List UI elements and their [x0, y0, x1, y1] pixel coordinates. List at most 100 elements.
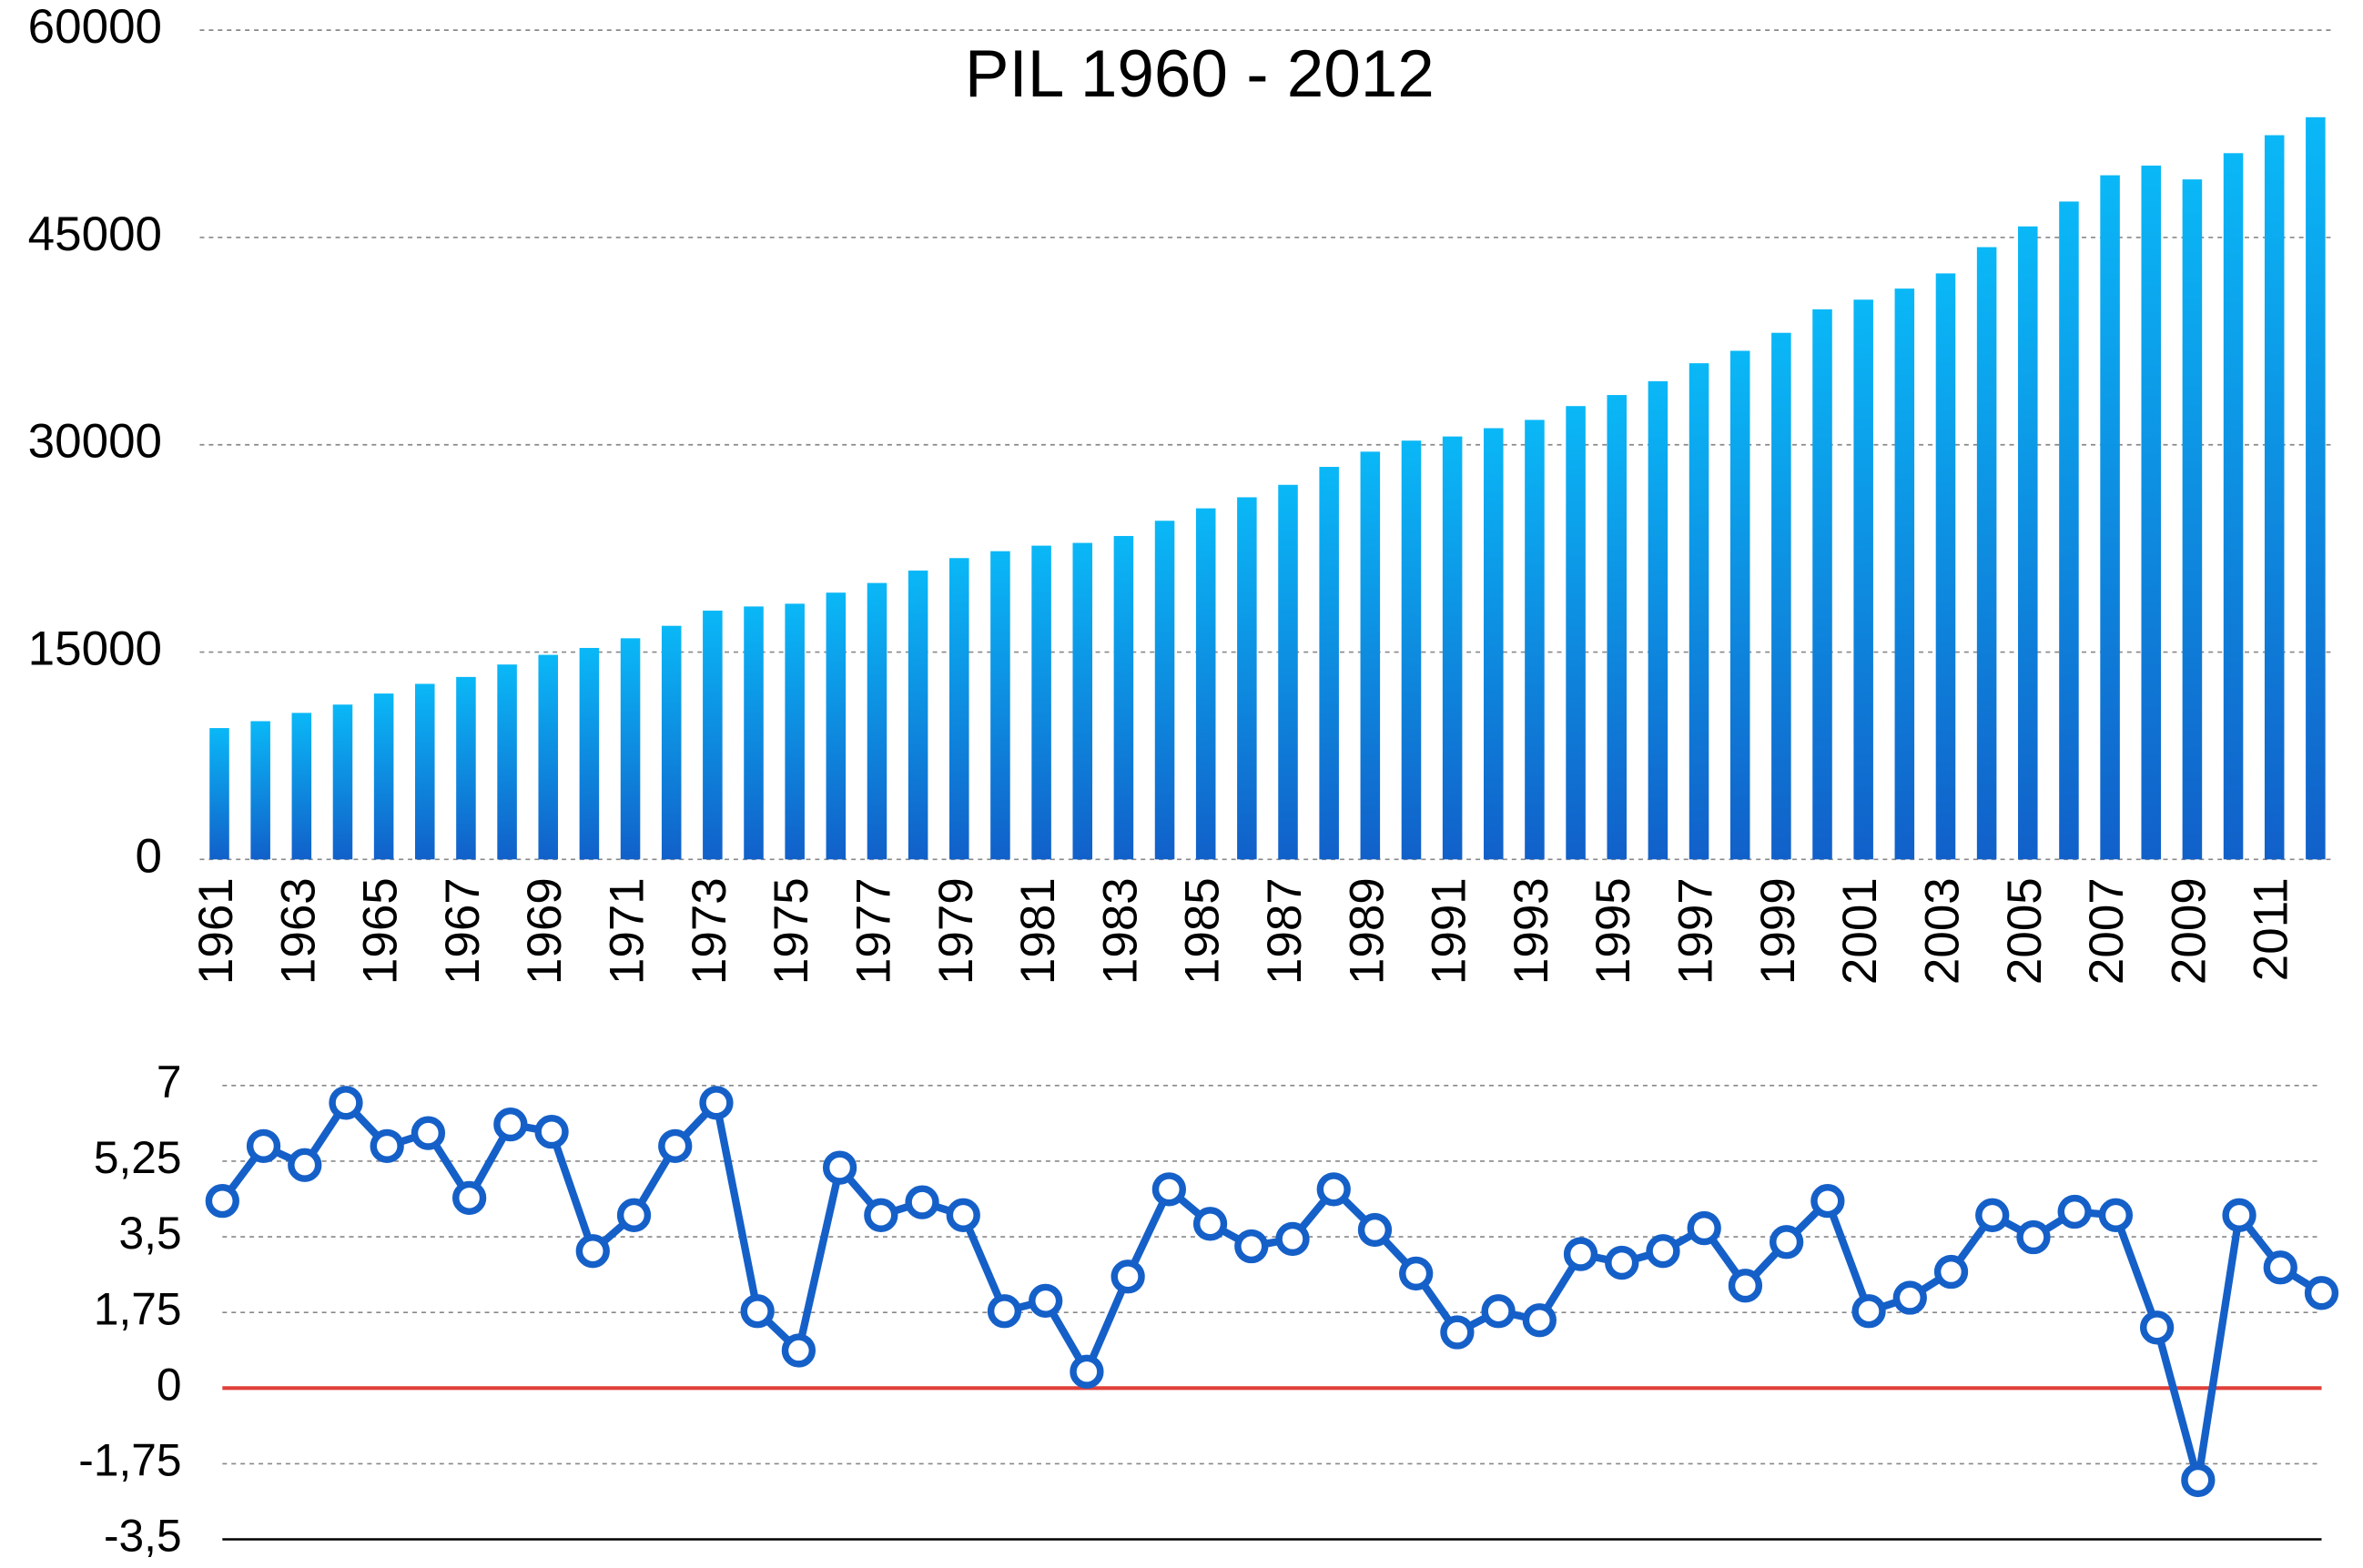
bar	[1648, 380, 1668, 860]
bar	[908, 570, 928, 860]
bar	[456, 676, 476, 860]
y-tick-label: -3,5	[104, 1511, 182, 1562]
x-tick-label: 1983	[1093, 877, 1147, 985]
y-tick-label: 15000	[28, 622, 162, 676]
bar	[332, 704, 353, 860]
marker	[451, 1180, 487, 1215]
bar	[826, 592, 847, 860]
marker	[1111, 1259, 1145, 1294]
bar	[990, 551, 1010, 860]
marker	[205, 1184, 239, 1219]
marker	[616, 1198, 652, 1232]
marker	[1357, 1212, 1393, 1248]
bar	[703, 610, 723, 860]
y-tick-label: 30000	[28, 415, 162, 469]
bar	[867, 582, 887, 860]
marker	[1646, 1234, 1680, 1269]
marker	[1810, 1184, 1845, 1219]
marker	[575, 1234, 610, 1269]
marker	[1440, 1315, 1475, 1350]
marker	[1399, 1256, 1434, 1291]
bar	[1072, 542, 1093, 860]
y-tick-label: 60000	[28, 0, 162, 54]
bar	[415, 683, 435, 860]
x-tick-label: 1965	[354, 877, 408, 985]
marker	[2139, 1310, 2175, 1345]
bar	[1771, 332, 1791, 860]
bar	[2264, 135, 2285, 860]
marker	[1851, 1294, 1886, 1329]
marker	[1605, 1245, 1639, 1280]
marker	[1975, 1198, 2010, 1232]
marker	[1151, 1172, 1186, 1207]
bar	[1360, 451, 1381, 860]
bar	[2018, 226, 2038, 860]
marker	[2263, 1250, 2297, 1285]
y-tick-label: 45000	[28, 207, 162, 261]
x-tick-label: 1977	[847, 877, 900, 985]
marker	[1770, 1225, 1804, 1259]
marker	[1316, 1172, 1351, 1207]
bar	[661, 625, 682, 860]
bar	[1853, 299, 1873, 860]
marker	[2057, 1194, 2092, 1229]
x-tick-label: 1997	[1669, 877, 1723, 985]
bar	[2223, 153, 2244, 860]
marker	[1522, 1303, 1557, 1338]
bar	[579, 647, 600, 860]
bar	[1689, 363, 1709, 860]
bar	[250, 721, 270, 860]
marker	[493, 1107, 528, 1142]
bar	[2059, 201, 2079, 860]
marker	[288, 1148, 322, 1182]
bar	[1113, 535, 1134, 860]
marker	[1481, 1294, 1516, 1329]
x-tick-label: 1973	[683, 877, 736, 985]
bar	[2306, 116, 2326, 860]
bar	[1319, 467, 1339, 860]
y-tick-label: 0	[157, 1359, 182, 1410]
bar	[1031, 545, 1051, 860]
marker	[2222, 1198, 2257, 1232]
marker	[658, 1128, 693, 1163]
marker	[987, 1294, 1022, 1329]
marker	[246, 1128, 281, 1163]
x-tick-label: 2003	[1915, 877, 1969, 985]
x-tick-label: 1999	[1751, 877, 1805, 985]
y-tick-label: 0	[136, 829, 162, 883]
marker	[2181, 1462, 2216, 1498]
x-tick-label: 1979	[929, 877, 983, 985]
marker	[1933, 1254, 1969, 1290]
y-tick-label: -1,75	[78, 1435, 181, 1486]
bar	[373, 693, 394, 860]
bar	[744, 606, 764, 860]
x-tick-label: 2007	[2080, 877, 2134, 985]
x-tick-label: 1987	[1258, 877, 1312, 985]
marker	[2098, 1198, 2134, 1232]
marker	[740, 1294, 775, 1329]
x-tick-label: 1975	[765, 877, 818, 985]
x-tick-label: 1967	[436, 877, 490, 985]
marker	[1192, 1207, 1228, 1241]
x-tick-label: 1991	[1423, 877, 1476, 985]
x-tick-label: 1985	[1176, 877, 1230, 985]
marker	[699, 1086, 734, 1120]
marker	[1728, 1269, 1763, 1303]
y-tick-label: 3,5	[119, 1208, 182, 1259]
marker	[329, 1086, 363, 1120]
marker	[1070, 1354, 1104, 1389]
bar	[2182, 179, 2203, 860]
marker	[1892, 1280, 1927, 1315]
x-tick-label: 1995	[1587, 877, 1640, 985]
x-tick-label: 1981	[1011, 877, 1065, 985]
bar	[2141, 165, 2162, 860]
bar	[1484, 428, 1504, 860]
bar	[1729, 350, 1750, 860]
y-tick-label: 7	[157, 1057, 182, 1108]
bar	[1607, 395, 1628, 860]
x-tick-label: 1989	[1340, 877, 1394, 985]
marker	[905, 1185, 939, 1219]
marker	[1687, 1210, 1721, 1246]
